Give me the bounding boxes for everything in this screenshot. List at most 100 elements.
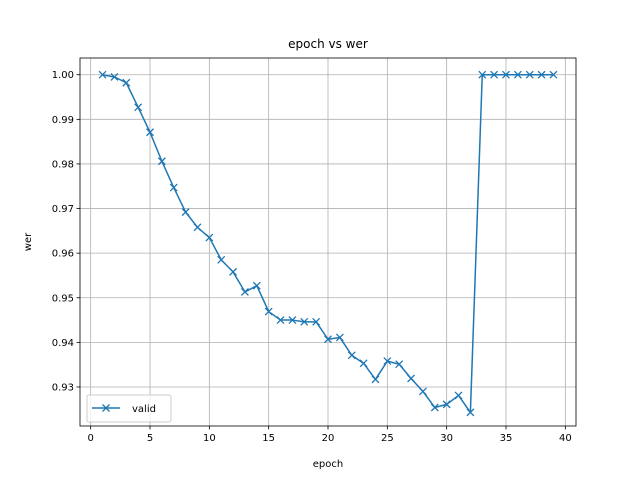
data-point	[181, 208, 190, 217]
x-axis-label: epoch	[313, 459, 343, 470]
data-point	[146, 128, 154, 137]
legend-label-valid: valid	[132, 404, 156, 415]
marker-stroke	[264, 307, 273, 316]
data-point	[193, 223, 202, 232]
data-point	[335, 333, 344, 342]
data-point	[229, 267, 238, 276]
marker-stroke	[205, 233, 214, 242]
x-tick-label: 10	[203, 433, 216, 444]
y-tick-label: 0.94	[52, 338, 74, 349]
marker-stroke	[537, 70, 546, 79]
marker-stroke	[347, 351, 356, 360]
x-tick-label: 15	[262, 433, 275, 444]
marker-stroke	[466, 408, 475, 417]
marker-stroke	[383, 357, 392, 366]
data-point	[134, 103, 143, 112]
marker-stroke	[276, 316, 285, 325]
data-point	[490, 70, 499, 79]
marker-stroke	[502, 70, 510, 79]
legend-box	[86, 394, 172, 423]
marker-stroke	[513, 70, 522, 79]
data-point	[549, 70, 558, 79]
marker-stroke	[157, 157, 166, 166]
x-tick-label: 5	[147, 433, 153, 444]
data-point	[395, 360, 404, 369]
marker-stroke	[478, 70, 487, 79]
data-point	[276, 316, 285, 325]
marker-stroke	[240, 287, 249, 296]
marker-stroke	[217, 255, 226, 264]
y-tick-label: 1.00	[52, 70, 74, 81]
y-tick-label: 0.98	[52, 159, 74, 170]
data-point	[454, 391, 463, 400]
legend-marker-x	[102, 404, 110, 412]
data-point	[525, 70, 534, 79]
x-tick-label: 0	[87, 433, 93, 444]
marker-stroke	[407, 374, 416, 383]
marker-stroke	[359, 359, 368, 368]
data-point	[312, 317, 321, 326]
data-point	[478, 70, 487, 79]
data-point	[240, 287, 249, 296]
y-tick-label: 0.99	[52, 115, 74, 126]
data-point	[466, 408, 475, 417]
data-point	[537, 70, 546, 79]
marker-stroke	[525, 70, 534, 79]
marker-stroke	[312, 317, 321, 326]
marker-stroke	[300, 317, 309, 326]
data-point	[122, 78, 131, 87]
grid-lines	[80, 58, 576, 426]
data-point	[513, 70, 522, 79]
y-tick-label: 0.93	[52, 382, 74, 393]
data-point	[324, 335, 332, 344]
marker-stroke	[395, 360, 404, 369]
chart-title: epoch vs wer	[288, 37, 368, 51]
marker-stroke	[418, 387, 427, 396]
data-point	[110, 72, 119, 81]
data-point	[418, 387, 427, 396]
x-axis-ticks: 0 5 10 15 20 25 30 35 40	[87, 426, 572, 444]
marker-stroke	[288, 316, 297, 325]
data-point	[442, 400, 451, 409]
marker-stroke	[134, 103, 143, 112]
data-point	[205, 233, 214, 242]
marker-stroke	[454, 391, 463, 400]
marker-stroke	[229, 267, 238, 276]
y-axis-ticks: 0.93 0.94 0.95 0.96 0.97 0.98 0.99 1.00	[52, 70, 80, 393]
data-point	[347, 351, 356, 360]
x-tick-label: 35	[500, 433, 513, 444]
y-tick-label: 0.96	[52, 249, 74, 260]
data-point	[359, 359, 368, 368]
marker-stroke	[122, 78, 131, 87]
marker-stroke	[335, 333, 344, 342]
legend: valid	[86, 394, 172, 423]
data-point	[407, 374, 416, 383]
marker-stroke	[110, 72, 119, 81]
marker-stroke	[324, 335, 332, 344]
data-point	[157, 157, 166, 166]
marker-stroke	[193, 223, 202, 232]
x-tick-label: 20	[322, 433, 335, 444]
series-layer	[98, 70, 558, 417]
data-point	[264, 307, 273, 316]
data-point	[288, 316, 297, 325]
data-point	[430, 403, 439, 412]
legend-marker-stroke	[102, 404, 110, 412]
marker-stroke	[252, 281, 261, 290]
data-point	[383, 357, 392, 366]
data-point	[252, 281, 261, 290]
data-point	[169, 183, 178, 192]
x-tick-label: 25	[381, 433, 394, 444]
marker-stroke	[102, 404, 110, 412]
data-point	[502, 70, 510, 79]
x-tick-label: 40	[559, 433, 572, 444]
y-tick-label: 0.97	[52, 204, 74, 215]
marker-stroke	[146, 128, 154, 137]
marker-stroke	[490, 70, 499, 79]
data-point	[217, 255, 226, 264]
y-axis-label: wer	[23, 232, 34, 251]
marker-stroke	[98, 70, 107, 79]
marker-stroke	[549, 70, 558, 79]
y-tick-label: 0.95	[52, 293, 74, 304]
